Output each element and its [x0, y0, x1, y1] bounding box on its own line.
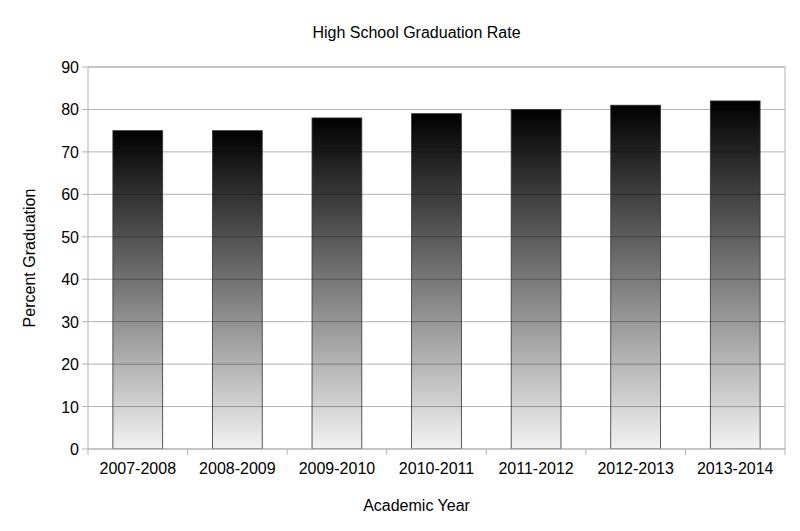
y-tick-label: 50 — [61, 229, 79, 246]
x-tick-mark — [386, 449, 387, 455]
tick-mark — [82, 67, 88, 68]
x-tick-label: 2013-2014 — [697, 460, 774, 477]
y-axis-title: Percent Graduation — [21, 189, 38, 328]
y-tick-label: 70 — [61, 144, 79, 161]
tick-mark — [82, 321, 88, 322]
plot-frame — [88, 67, 785, 449]
chart-svg: High School Graduation Rate 0 10 20 30 40 50 60… — [0, 0, 800, 531]
x-tick-label: 2009-2010 — [299, 460, 376, 477]
bar — [611, 105, 661, 449]
x-tick-mark — [785, 449, 786, 455]
tick-mark — [82, 364, 88, 365]
tick-mark — [82, 236, 88, 237]
chart-title: High School Graduation Rate — [312, 24, 520, 41]
x-tick-label: 2011-2012 — [498, 460, 573, 477]
bars — [113, 101, 760, 449]
x-tick-mark — [88, 449, 89, 455]
chart-container: High School Graduation Rate 0 10 20 30 40 50 60… — [0, 0, 800, 531]
y-tick-label: 0 — [70, 441, 79, 458]
y-tick-label: 10 — [61, 399, 79, 416]
x-tick-mark — [585, 449, 586, 455]
x-tick-label: 2010-2011 — [399, 460, 474, 477]
bar — [710, 101, 760, 449]
x-tick-label: 2012-2013 — [597, 460, 674, 477]
tick-mark — [82, 449, 88, 450]
y-tick-label: 20 — [61, 356, 79, 373]
grid-line — [88, 109, 785, 110]
x-tick-label: 2008-2009 — [199, 460, 276, 477]
x-tick-mark — [486, 449, 487, 455]
bar — [511, 109, 561, 449]
tick-mark — [82, 406, 88, 407]
x-tick-mark — [187, 449, 188, 455]
x-tick-label: 2007-2008 — [100, 460, 177, 477]
x-axis-title: Academic Year — [363, 497, 470, 514]
x-tick-mark — [685, 449, 686, 455]
y-tick-label: 60 — [61, 186, 79, 203]
y-tick-label: 30 — [61, 314, 79, 331]
y-tick-label: 90 — [61, 59, 79, 76]
bar — [312, 118, 362, 449]
bar — [113, 131, 163, 449]
bar — [412, 114, 462, 449]
tick-mark — [82, 279, 88, 280]
tick-mark — [82, 194, 88, 195]
tick-mark — [82, 151, 88, 152]
x-tick-mark — [287, 449, 288, 455]
y-tick-label: 80 — [61, 101, 79, 118]
tick-mark — [82, 109, 88, 110]
bar — [212, 131, 262, 449]
y-tick-label: 40 — [61, 271, 79, 288]
